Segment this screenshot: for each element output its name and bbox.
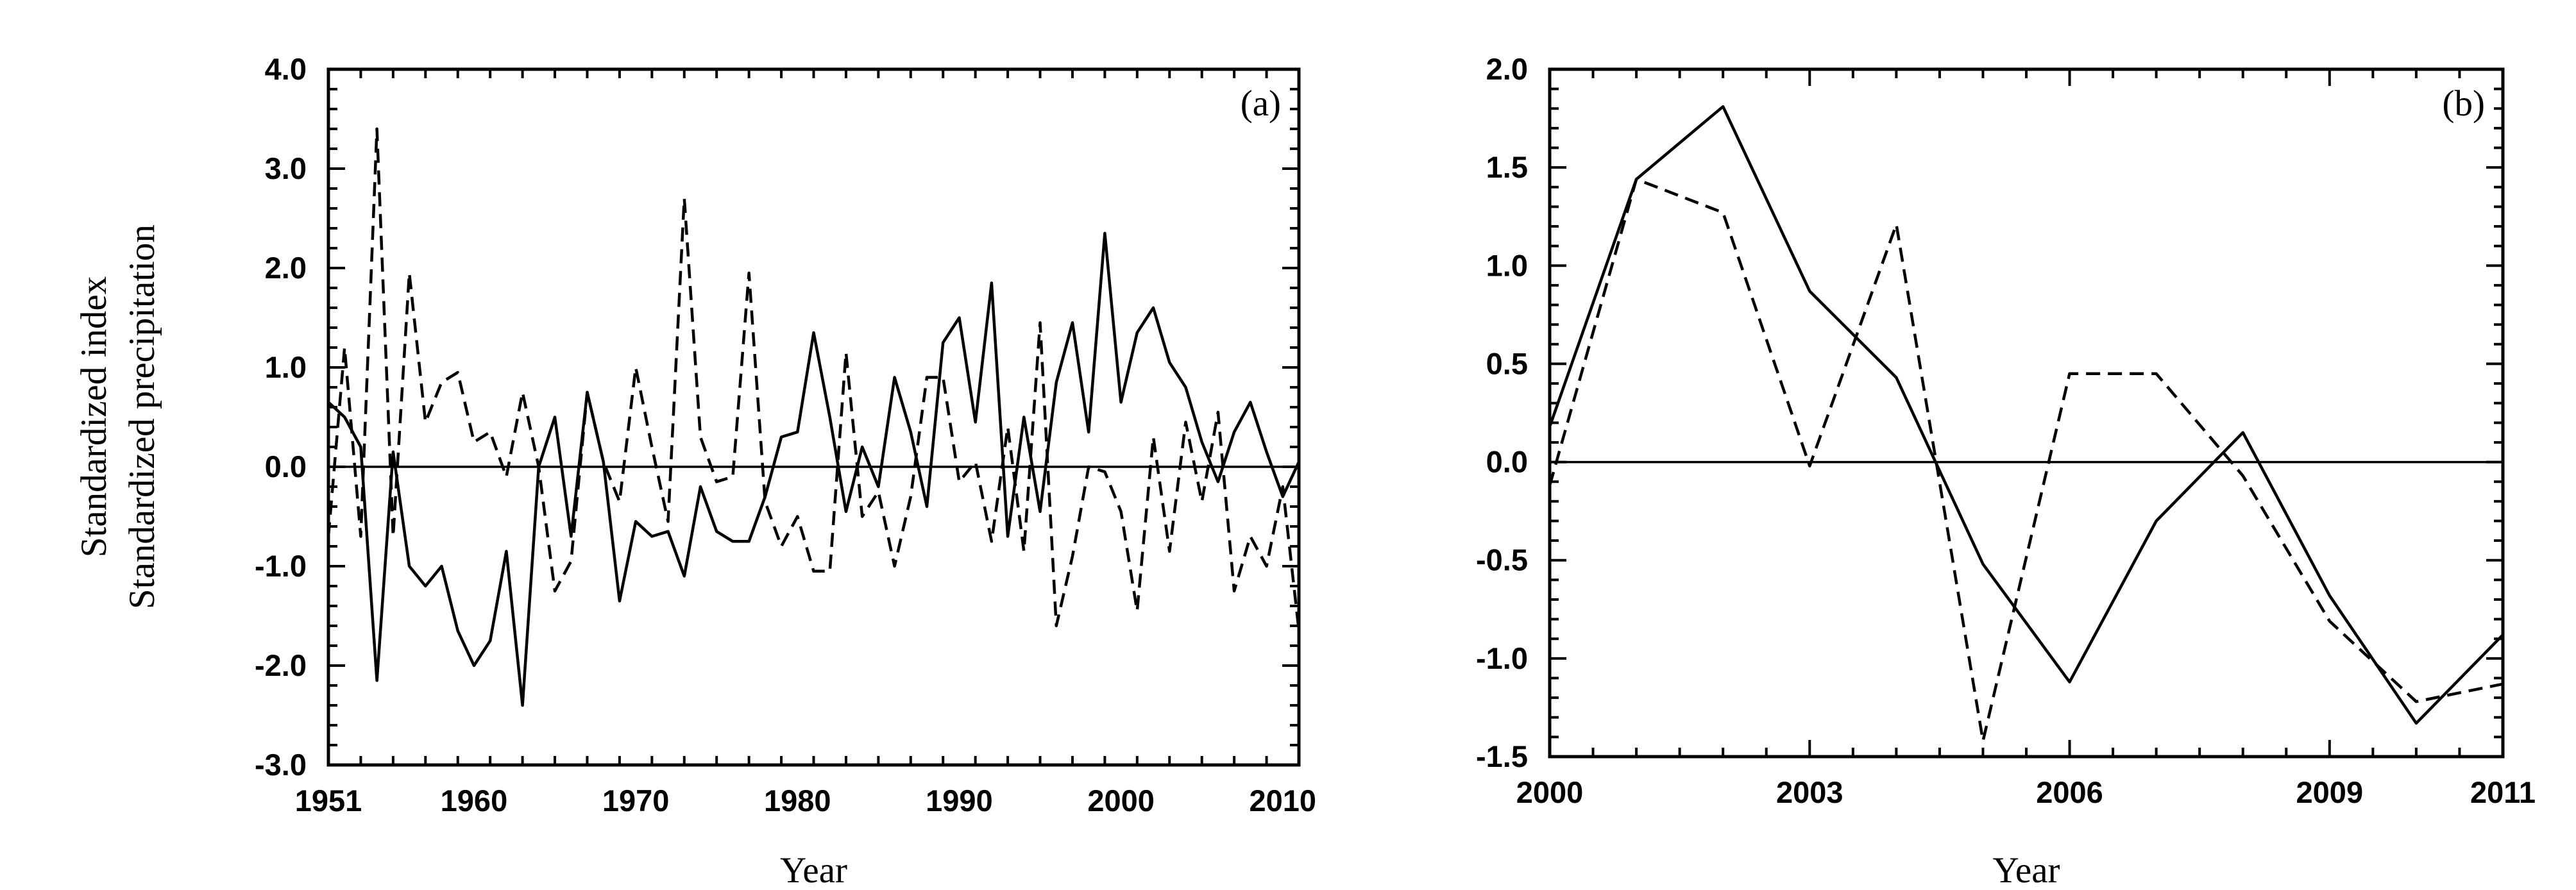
y-tick-label: -1.0 — [1476, 641, 1528, 675]
x-axis-title: Year — [780, 850, 847, 890]
y-axis-title: Standardized index — [74, 276, 114, 557]
y-tick-label: 1.0 — [1486, 248, 1528, 282]
x-tick-label: 2010 — [1250, 784, 1317, 818]
series-line-dashed — [326, 127, 1301, 632]
series-line-dashed — [1548, 178, 2504, 743]
y-tick-label: 1.5 — [1486, 150, 1528, 184]
plot-frame — [326, 67, 1301, 767]
panel-label: (a) — [1241, 83, 1281, 124]
chart-panel-a: -3.0 -2.0 -1.0 0.0 1.0 2.0 3.0 4.0 1951 1960 1970 1… — [74, 52, 1316, 890]
x-tick-label: 1980 — [764, 784, 831, 818]
y-tick-label: 0.0 — [1486, 445, 1528, 479]
x-tick-label: 2006 — [2036, 775, 2103, 809]
x-tick-label: 1960 — [441, 784, 508, 818]
y-tick-label: -1.0 — [255, 549, 307, 583]
y-tick-label: -2.0 — [255, 648, 307, 682]
y-tick-label: 2.0 — [1486, 52, 1528, 86]
y-tick-label: -3.0 — [255, 748, 307, 782]
x-tick-label: 1951 — [295, 784, 362, 818]
x-tick-label: 2003 — [1776, 775, 1843, 809]
series-line-solid — [1548, 105, 2504, 725]
y-tick-label: -0.5 — [1476, 543, 1528, 577]
y-tick-label: 0.5 — [1486, 346, 1528, 380]
series-line-solid — [327, 231, 1301, 707]
x-tick-label: 1990 — [926, 784, 993, 818]
x-tick-label: 2009 — [2296, 775, 2364, 809]
y-tick-label: 2.0 — [265, 251, 307, 285]
x-tick-label: 2000 — [1087, 784, 1155, 818]
chart-panel-b: -1.5 -1.0 -0.5 0.0 0.5 1.0 1.5 2.0 2000 2003 2006 2… — [1476, 52, 2536, 890]
plot-frame — [1548, 67, 2505, 759]
y-axis-title: Standardized precipitation — [122, 224, 162, 609]
x-tick-label: 2011 — [2470, 775, 2536, 809]
x-axis-title: Year — [1992, 850, 2060, 890]
x-tick-label: 1970 — [602, 784, 670, 818]
y-tick-label: 4.0 — [265, 52, 307, 86]
panel-label: (b) — [2443, 83, 2485, 124]
y-tick-label: 3.0 — [265, 151, 307, 185]
y-tick-label: 0.0 — [265, 449, 307, 483]
y-tick-label: -1.5 — [1476, 739, 1528, 773]
x-tick-label: 2000 — [1516, 775, 1584, 809]
y-tick-label: 1.0 — [265, 350, 307, 384]
